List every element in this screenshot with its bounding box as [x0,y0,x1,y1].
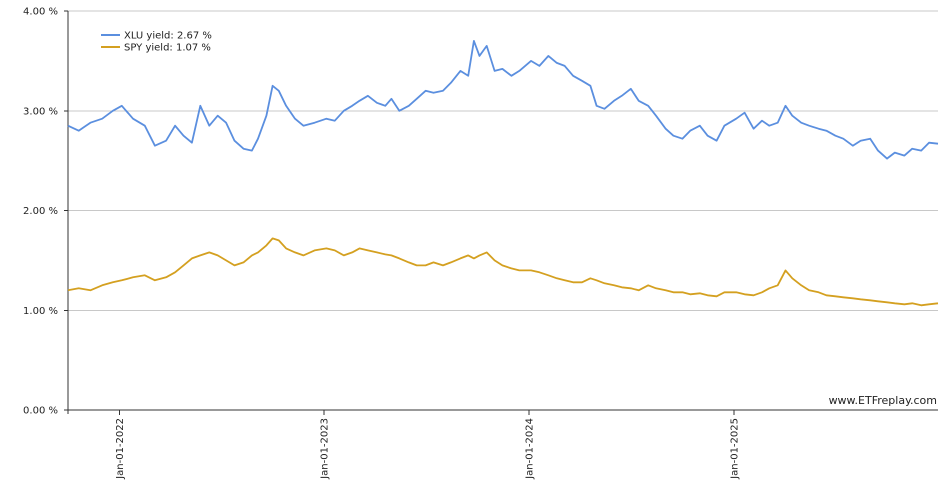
legend-label-spy: SPY yield: 1.07 % [124,43,211,54]
y-tick-label: 1.00 % [23,306,58,317]
y-tick-label: 3.00 % [23,106,58,117]
y-tick-label: 0.00 % [23,406,58,417]
gridlines [67,10,938,414]
y-axis-ticks: 0.00 % 1.00 % 2.00 % 3.00 % 4.00 % [23,7,68,417]
series-lines [67,40,939,307]
y-tick-label: 4.00 % [23,7,58,18]
source-credit[interactable]: www.ETFreplay.com [829,394,937,407]
x-tick-label: Jan-01-2024 [524,418,535,480]
series-line-xlu [67,40,939,160]
x-tick-label: Jan-01-2025 [729,418,740,480]
x-tick-label: Jan-01-2023 [320,418,331,480]
legend-label-xlu: XLU yield: 2.67 % [124,31,212,42]
x-axis-ticks: Jan-01-2022 Jan-01-2023 Jan-01-2024 Jan-01-… [115,410,740,480]
y-tick-label: 2.00 % [23,206,58,217]
x-tick-label: Jan-01-2022 [115,418,126,480]
series-line-spy [67,237,939,307]
legend: XLU yield: 2.67 % SPY yield: 1.07 % [101,31,212,54]
